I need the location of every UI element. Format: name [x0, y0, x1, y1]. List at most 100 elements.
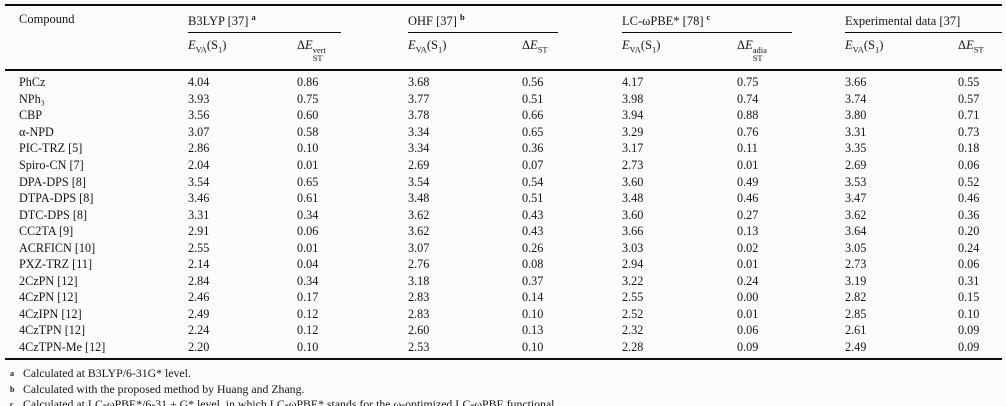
value-cell: 0.56	[522, 75, 544, 90]
value-cell: 0.01	[737, 257, 759, 272]
table-row: DTC-DPS [8] 3.31 0.34 3.62 0.43 3.60 0.27 3.62 0…	[5, 207, 1002, 224]
data-table: Compound B3LYP [37] a OHF [37] b LC-ωPBE* …	[5, 4, 1003, 360]
table-row: 4CzPN [12] 2.46 0.17 2.83 0.14 2.55 0.00 2.82 0.…	[5, 290, 1002, 307]
value-cell: 0.65	[297, 174, 319, 189]
value-cell: 2.49	[188, 306, 210, 321]
group-label: LC-ωPBE* [78]	[622, 14, 704, 29]
value-cell: 0.01	[737, 158, 759, 173]
value-cell: 0.01	[737, 306, 759, 321]
value-cell: 3.29	[622, 124, 644, 139]
value-cell: 0.49	[737, 174, 759, 189]
value-cell: 0.14	[522, 290, 544, 305]
group-header-lcwpbe: LC-ωPBE* [78] c	[622, 5, 845, 34]
compound-cell: CBP	[19, 108, 43, 123]
value-cell: 3.68	[408, 75, 430, 90]
compound-cell: DPA-DPS [8]	[19, 174, 86, 189]
value-cell: 0.12	[297, 306, 319, 321]
compound-cell: DTPA-DPS [8]	[19, 191, 94, 206]
value-cell: 2.20	[188, 340, 210, 355]
value-cell: 2.14	[188, 257, 210, 272]
value-cell: 0.24	[958, 240, 980, 255]
subcol-header-eva-experimental: EVA(S1)	[845, 33, 959, 72]
value-cell: 2.24	[188, 323, 210, 338]
value-cell: 2.61	[845, 323, 867, 338]
table-row: 4CzTPN-Me [12] 2.20 0.10 2.53 0.10 2.28 0.09 2.…	[5, 339, 1002, 359]
value-cell: 3.35	[845, 141, 867, 156]
compound-cell: 4CzIPN [12]	[19, 306, 82, 321]
group-label: OHF [37]	[408, 14, 457, 29]
value-cell: 0.86	[297, 75, 319, 90]
value-cell: 3.53	[845, 174, 867, 189]
value-cell: 2.73	[622, 158, 644, 173]
value-cell: 0.54	[522, 174, 544, 189]
value-cell: 2.94	[622, 257, 644, 272]
value-cell: 2.55	[622, 290, 644, 305]
value-cell: 0.46	[737, 191, 759, 206]
value-cell: 0.09	[737, 340, 759, 355]
table-row: NPh₃ 3.93 0.75 3.77 0.51 3.98 0.74 3.74 0.57	[5, 91, 1002, 108]
table-row: DTPA-DPS [8] 3.46 0.61 3.48 0.51 3.48 0.46 3.47…	[5, 190, 1002, 207]
table-body: PhCz 4.04 0.86 3.68 0.56 4.17 0.75 3.66 0.55 NPh₃…	[5, 70, 1003, 360]
sup-sub-stack: vert ST	[312, 45, 326, 64]
value-cell: 0.13	[737, 224, 759, 239]
value-cell: 0.06	[297, 224, 319, 239]
value-cell: 0.02	[737, 240, 759, 255]
value-cell: 3.60	[622, 174, 644, 189]
value-cell: 2.91	[188, 224, 210, 239]
value-cell: 0.10	[522, 306, 544, 321]
value-cell: 3.48	[408, 191, 430, 206]
value-cell: 2.82	[845, 290, 867, 305]
value-cell: 3.78	[408, 108, 430, 123]
value-cell: 2.53	[408, 340, 430, 355]
value-cell: 0.10	[297, 141, 319, 156]
value-cell: 0.73	[958, 124, 980, 139]
value-cell: 2.28	[622, 340, 644, 355]
value-cell: 0.15	[958, 290, 980, 305]
value-cell: 2.49	[845, 340, 867, 355]
group-header-row: Compound B3LYP [37] a OHF [37] b LC-ωPBE* …	[5, 5, 1003, 72]
value-cell: 0.24	[737, 273, 759, 288]
compound-cell: NPh₃	[19, 91, 45, 106]
value-cell: 3.98	[622, 91, 644, 106]
value-cell: 3.18	[408, 273, 430, 288]
value-cell: 3.80	[845, 108, 867, 123]
footnote-marker: b	[10, 384, 15, 394]
table-row: α-NPD 3.07 0.58 3.34 0.65 3.29 0.76 3.31 0.73	[5, 124, 1002, 141]
value-cell: 0.10	[297, 340, 319, 355]
subcol-header-eva-b3lyp: EVA(S1)	[188, 33, 297, 72]
value-cell: 0.26	[522, 240, 544, 255]
value-cell: 0.13	[522, 323, 544, 338]
value-cell: 0.18	[958, 141, 980, 156]
value-cell: 0.51	[522, 191, 544, 206]
footnote-marker: a	[10, 369, 14, 379]
value-cell: 0.74	[737, 91, 759, 106]
value-cell: 2.86	[188, 141, 210, 156]
table-row: CC2TA [9] 2.91 0.06 3.62 0.43 3.66 0.13 3.64 0.2…	[5, 224, 1002, 241]
footnote-marker: c	[10, 400, 14, 406]
value-cell: 3.66	[622, 224, 644, 239]
value-cell: 2.85	[845, 306, 867, 321]
value-cell: 0.36	[958, 207, 980, 222]
compound-cell: 2CzPN [12]	[19, 273, 78, 288]
value-cell: 4.04	[188, 75, 210, 90]
value-cell: 0.55	[958, 75, 980, 90]
value-cell: 2.46	[188, 290, 210, 305]
value-cell: 2.69	[845, 158, 867, 173]
value-cell: 0.09	[958, 340, 980, 355]
value-cell: 3.77	[408, 91, 430, 106]
table-row: 2CzPN [12] 2.84 0.34 3.18 0.37 3.22 0.24 3.19 0.…	[5, 273, 1002, 290]
value-cell: 3.60	[622, 207, 644, 222]
group-header-experimental: Experimental data [37]	[845, 5, 1003, 34]
value-cell: 3.54	[188, 174, 210, 189]
value-cell: 2.52	[622, 306, 644, 321]
value-cell: 3.64	[845, 224, 867, 239]
value-cell: 3.34	[408, 124, 430, 139]
value-cell: 0.07	[522, 158, 544, 173]
value-cell: 0.66	[522, 108, 544, 123]
value-cell: 0.27	[737, 207, 759, 222]
value-cell: 3.48	[622, 191, 644, 206]
value-cell: 3.93	[188, 91, 210, 106]
group-footnote-marker: c	[706, 12, 711, 22]
value-cell: 3.62	[845, 207, 867, 222]
value-cell: 2.69	[408, 158, 430, 173]
